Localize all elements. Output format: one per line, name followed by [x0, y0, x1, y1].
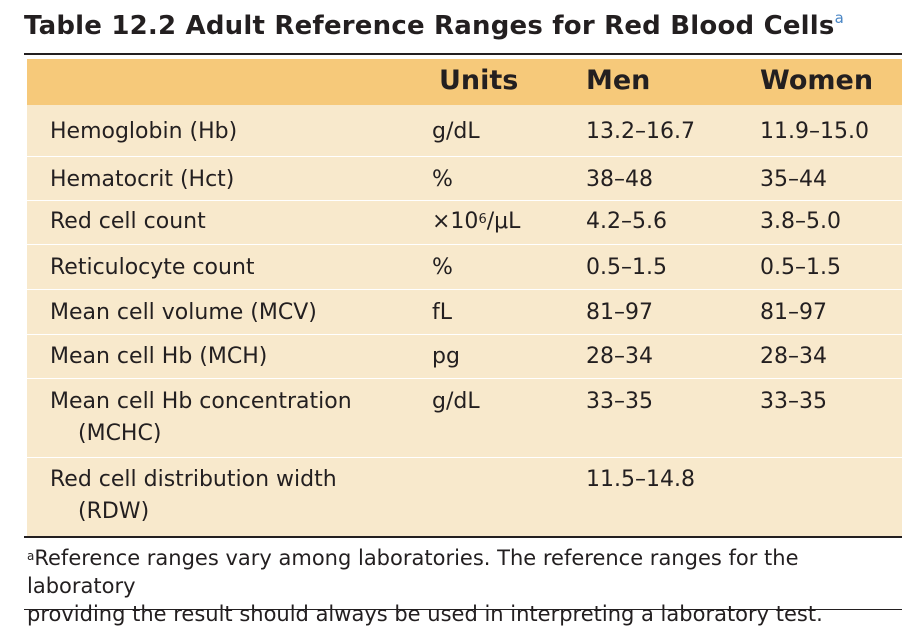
row-women: 0.5–1.5	[760, 255, 841, 280]
row-units: g/dL	[432, 389, 480, 414]
row-units: ×106/μL	[432, 207, 520, 237]
row-divider	[27, 156, 902, 157]
footnote-text-2: providing the result should always be us…	[27, 602, 823, 626]
row-women: 3.8–5.0	[760, 209, 841, 234]
row-divider	[27, 289, 902, 290]
row-units: fL	[432, 300, 453, 325]
table-title: Table 12.2 Adult Reference Ranges for Re…	[24, 9, 904, 41]
footnote-line-1: aReference ranges vary among laboratorie…	[27, 544, 902, 600]
row-divider	[27, 244, 902, 245]
row-units-exponent: 6	[478, 212, 487, 227]
row-women: 35–44	[760, 167, 827, 192]
row-divider	[27, 457, 902, 458]
row-test-name: Reticulocyte count	[50, 255, 255, 280]
row-men: 0.5–1.5	[586, 255, 667, 280]
row-men: 4.2–5.6	[586, 209, 667, 234]
row-men: 13.2–16.7	[586, 119, 695, 144]
table-title-text: Table 12.2 Adult Reference Ranges for Re…	[24, 11, 835, 41]
row-men: 33–35	[586, 389, 653, 414]
reference-table: Units Men Women Hemoglobin (Hb) g/dL 13.…	[27, 59, 902, 536]
header-women: Women	[760, 65, 874, 96]
row-divider	[27, 334, 902, 335]
row-units: g/dL	[432, 119, 480, 144]
title-rule	[24, 53, 902, 55]
row-men: 11.5–14.8	[586, 467, 695, 492]
row-women: 81–97	[760, 300, 827, 325]
table-bottom-rule	[24, 536, 902, 538]
row-men: 81–97	[586, 300, 653, 325]
row-units-suffix: /μL	[486, 209, 521, 234]
row-women: 11.9–15.0	[760, 119, 869, 144]
row-test-name: Red cell count	[50, 209, 206, 234]
row-test-name-continued: (RDW)	[78, 499, 150, 524]
row-test-name-continued: (MCHC)	[78, 421, 162, 446]
row-units: pg	[432, 344, 460, 369]
row-units: %	[432, 167, 453, 192]
row-men: 38–48	[586, 167, 653, 192]
row-test-name: Hemoglobin (Hb)	[50, 119, 238, 144]
footnote-marker: a	[27, 549, 35, 563]
footnote-rule	[24, 609, 902, 610]
row-divider	[27, 378, 902, 379]
row-units: %	[432, 255, 453, 280]
row-women: 28–34	[760, 344, 827, 369]
header-units: Units	[439, 65, 519, 96]
table-footnote: aReference ranges vary among laboratorie…	[27, 544, 902, 628]
row-test-name: Red cell distribution width	[50, 467, 337, 492]
row-test-name: Mean cell Hb (MCH)	[50, 344, 268, 369]
footnote-text-1: Reference ranges vary among laboratories…	[27, 546, 799, 598]
row-test-name: Mean cell Hb concentration	[50, 389, 352, 414]
row-women: 33–35	[760, 389, 827, 414]
table-header: Units Men Women	[27, 59, 902, 105]
row-divider	[27, 200, 902, 201]
row-men: 28–34	[586, 344, 653, 369]
row-test-name: Mean cell volume (MCV)	[50, 300, 317, 325]
title-footnote-marker: a	[834, 9, 844, 27]
row-test-name: Hematocrit (Hct)	[50, 167, 235, 192]
header-men: Men	[586, 65, 651, 96]
row-units-prefix: ×10	[432, 209, 479, 234]
